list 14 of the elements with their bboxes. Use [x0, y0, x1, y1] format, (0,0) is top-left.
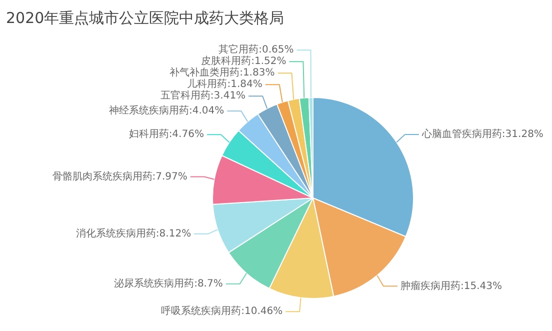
- slice-label: 泌尿系统疾病用药:8.7%: [114, 277, 223, 290]
- slice-label: 肿瘤疾病用药:15.43%: [400, 280, 502, 292]
- slice-label: 妇科用药:4.76%: [128, 128, 204, 140]
- slice-label: 消化系统疾病用药:8.12%: [76, 228, 192, 240]
- slice-label: 补气补血类用药:1.83%: [170, 66, 275, 79]
- chart-title: 2020年重点城市公立医院中成药大类格局: [6, 9, 284, 28]
- slice-label: 其它用药:0.65%: [218, 44, 294, 56]
- slice-label: 儿科用药:1.84%: [187, 78, 262, 90]
- slice-label: 神经系统疾病用药:4.04%: [108, 104, 224, 117]
- slice-label: 呼吸系统疾病用药:10.46%: [161, 305, 283, 318]
- slice-label: 心脑血管疾病用药:31.28%: [420, 128, 544, 140]
- slice-label: 皮肤科用药:1.52%: [201, 55, 286, 68]
- slice-label: 五官科用药:3.41%: [160, 90, 246, 102]
- slice-label: 骨骼肌肉系统疾病用药:7.97%: [52, 170, 188, 182]
